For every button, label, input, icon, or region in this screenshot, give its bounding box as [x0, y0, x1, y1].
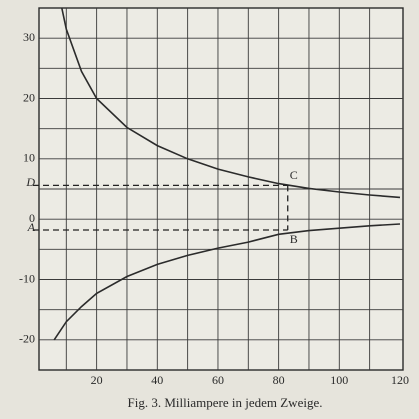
y-tick-label: -20 — [19, 332, 35, 346]
marker-point-label: C — [290, 168, 298, 182]
x-tick-label: 20 — [91, 373, 103, 387]
y-tick-label: 20 — [23, 90, 35, 104]
y-tick-label: 0 — [29, 211, 35, 225]
marker-left-label: D — [25, 175, 35, 189]
marker-left-label: A — [27, 220, 36, 234]
x-tick-label: 80 — [273, 373, 285, 387]
marker-point-label: B — [290, 232, 298, 246]
x-tick-label: 100 — [330, 373, 348, 387]
x-tick-label: 40 — [151, 373, 163, 387]
curve — [61, 7, 401, 199]
y-tick-label: -10 — [19, 271, 35, 285]
caption: Fig. 3. Milliampere in jedem Zweige. — [128, 395, 323, 410]
y-tick-label: 30 — [23, 30, 35, 44]
curve — [53, 223, 401, 341]
y-tick-label: 10 — [23, 151, 35, 165]
x-tick-label: 120 — [391, 373, 409, 387]
x-tick-label: 60 — [212, 373, 224, 387]
